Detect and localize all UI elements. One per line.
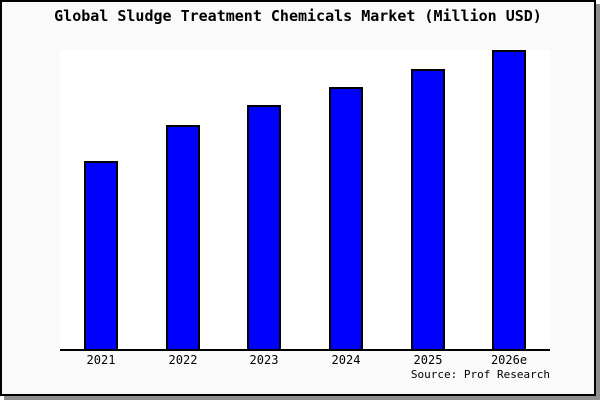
- x-tick-label-2025: 2025: [413, 353, 443, 367]
- x-tick-label-2022: 2022: [168, 353, 198, 367]
- source-credit: Source: Prof Research: [410, 368, 550, 381]
- plot-area: [60, 50, 550, 351]
- bar-2025: [411, 69, 445, 349]
- x-tick-label-2024: 2024: [331, 353, 361, 367]
- chart-title: Global Sludge Treatment Chemicals Market…: [54, 7, 542, 25]
- bar-2026e: [492, 50, 526, 349]
- x-tick-label-2026e: 2026e: [490, 353, 528, 367]
- bar-2021: [84, 161, 118, 349]
- x-tick-label-2023: 2023: [249, 353, 279, 367]
- x-tick-label-2021: 2021: [86, 353, 116, 367]
- bar-2024: [329, 87, 363, 349]
- bar-2022: [166, 125, 200, 349]
- bar-2023: [247, 105, 281, 349]
